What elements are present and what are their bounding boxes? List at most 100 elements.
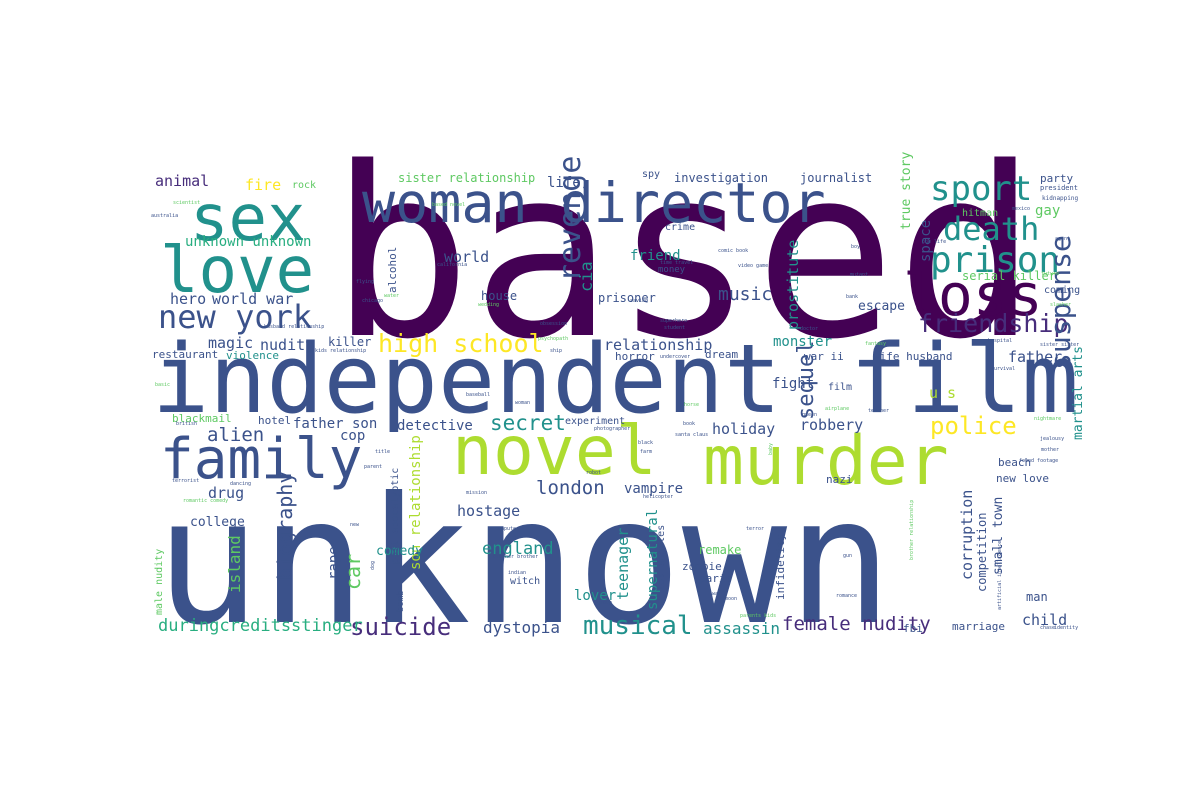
word-baby: baby (768, 443, 774, 455)
word-dog: dog (370, 561, 376, 570)
word-artificial-intelligence: artificial intelligence (997, 541, 1003, 610)
word-comic-book: comic book (718, 248, 748, 254)
word-unknown: unknown (155, 461, 893, 664)
word-sequel: sequel (794, 341, 819, 420)
word-new-love: new love (996, 472, 1049, 485)
word-paris: paris (699, 572, 732, 585)
word-brother-brother: brother brother (493, 554, 538, 560)
word-suspense: suspense (1044, 235, 1077, 370)
word-corruption: corruption (958, 490, 976, 580)
word-bomb: bomb (396, 590, 406, 612)
word-marriage: marriage (952, 620, 1005, 633)
word-magic: magic (208, 334, 253, 352)
word-hospital: hospital (988, 338, 1012, 344)
word-war-ii: war ii (804, 350, 844, 363)
word-group: group (597, 600, 612, 606)
word-scientist: scientist (173, 200, 200, 206)
word-fbi: fbi (903, 622, 923, 635)
word-war: war (712, 591, 721, 597)
word-musical: musical (583, 611, 693, 641)
word-new-york: new york (158, 298, 312, 336)
word-brother-relationship: brother relationship (909, 500, 915, 560)
word-robbery: robbery (800, 416, 863, 434)
word-los-angeles: los angeles (656, 525, 667, 591)
word-agent: agent (1055, 236, 1070, 242)
word-rock: rock (292, 180, 316, 191)
word-superhero: superhero (660, 318, 687, 324)
word-husband-relationship: husband relationship (264, 324, 324, 330)
word-beach: beach (998, 456, 1031, 469)
word-loss: loss (903, 261, 1043, 329)
word-alcohol: alcohol (386, 247, 399, 293)
word-santa-claus: santa claus (675, 432, 708, 438)
word-time-travel: time travel (660, 260, 693, 266)
word-jealousy: jealousy (1040, 436, 1064, 442)
word-student: student (664, 325, 685, 331)
word-kids-relationship: kids relationship (315, 348, 366, 354)
word-based: based (330, 118, 1037, 391)
word-experiment: experiment (565, 416, 625, 427)
word-mexico: mexico (1012, 206, 1030, 212)
word-obsession: obsession (540, 321, 567, 327)
word-family: family (160, 427, 362, 492)
word-female-nudity: female nudity (782, 613, 931, 635)
word-president: president (1040, 184, 1078, 192)
word-secret: secret (490, 411, 566, 435)
word-world: world (444, 248, 489, 266)
word-friend: friend (630, 248, 681, 264)
word-robot: robot (586, 470, 601, 476)
word-mother: mother (1041, 447, 1059, 453)
word-baseball: baseball (466, 392, 490, 398)
word-animal: animal (155, 172, 209, 190)
word-hostage: hostage (457, 502, 520, 520)
word-remake: remake (698, 543, 741, 557)
word-detective: detective (397, 418, 473, 434)
word-dystopia: dystopia (483, 618, 560, 637)
word-true-story: true story (899, 152, 914, 230)
word-violence: violence (226, 349, 279, 362)
word-monster: monster (773, 334, 832, 350)
word-terrorist: terrorist (172, 478, 199, 484)
word-london: london (536, 477, 605, 499)
word-father-son: father son (293, 416, 377, 432)
word-fire: fire (245, 176, 281, 194)
word-male-nudity: male nudity (154, 549, 165, 615)
word-fight: fight (772, 376, 814, 392)
word-romantic-comedy: romantic comedy (183, 498, 228, 504)
word-son-relationship: son relationship (408, 435, 424, 570)
word-survival: survival (991, 366, 1015, 372)
word-u-s: u s (929, 384, 956, 402)
word-prisoner: prisoner (598, 291, 656, 305)
word-dream: dream (705, 348, 738, 361)
word-alien: alien (207, 424, 264, 446)
word-unknown-unknown: unknown unknown (185, 234, 311, 250)
word-mutant: mutant (850, 272, 868, 278)
word-police: police (930, 412, 1017, 440)
word-relationship: relationship (604, 336, 712, 354)
word-island: island (225, 535, 244, 593)
word-mission: mission (466, 490, 487, 496)
word-suicide: suicide (350, 613, 451, 641)
word-slasher: slasher (1050, 302, 1071, 308)
word-sister-sister: sister sister (1040, 342, 1079, 348)
word-film-small: film (828, 382, 852, 393)
word-photographer: photographer (594, 426, 630, 432)
word-ship: ship (550, 348, 562, 354)
word-spy: spy (642, 169, 660, 180)
word-title: title (375, 449, 390, 455)
word-woman: woman (515, 400, 530, 406)
word-man: man (1026, 590, 1048, 604)
word-saving: saving (630, 298, 648, 304)
word-undercover: undercover (660, 354, 690, 360)
word-california: california (437, 262, 467, 268)
word-parent: parent (364, 464, 382, 470)
word-future: future (1041, 271, 1059, 277)
word-fantasy: fantasy (865, 341, 886, 347)
word-nazi: nazi (826, 473, 853, 486)
word-teacher: teacher (868, 408, 889, 414)
word-infidelity: infidelity (774, 533, 787, 600)
word-car: car (341, 554, 365, 590)
word-holiday: holiday (712, 420, 775, 438)
